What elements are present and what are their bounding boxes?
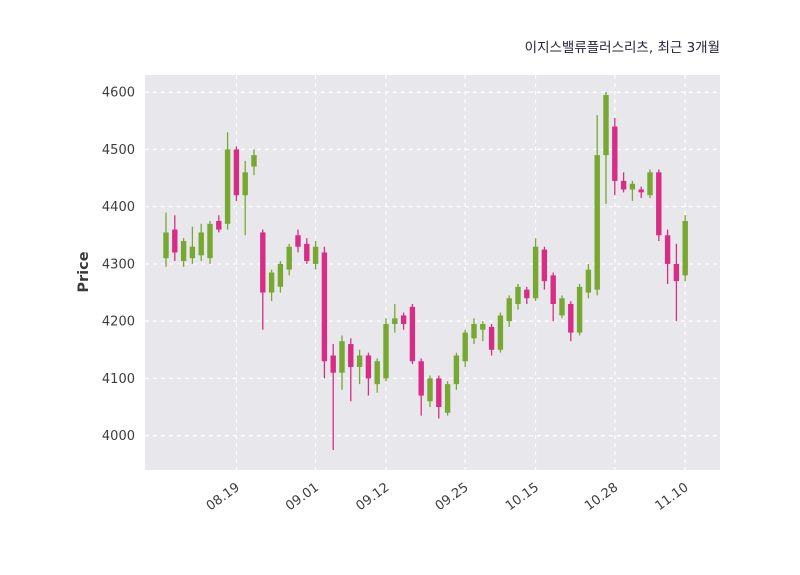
x-tick-label: 11.10 [653, 480, 692, 514]
candle-body-up [471, 324, 477, 339]
candle-body-down [550, 275, 556, 304]
x-tick-label: 09.01 [283, 480, 322, 514]
candle-body-down [409, 306, 416, 362]
candle-body-up [383, 324, 389, 379]
candle-body-up [356, 355, 363, 367]
candle-body-up [277, 263, 284, 287]
candle-body-down [524, 289, 530, 299]
candle-body-up [251, 155, 257, 167]
candle-body-up [480, 324, 486, 330]
candle-body-up [559, 298, 565, 316]
candle-body-down [541, 249, 548, 282]
candle-body-up [594, 155, 600, 290]
candle-body-up [515, 286, 521, 304]
candle-body-up [189, 246, 196, 259]
candle-body-up [453, 355, 460, 385]
y-tick-label: 4600 [102, 86, 135, 101]
plot-area: 4000 4100 4200 4300 4400 4500 4600 08.19 09.01 09… [102, 75, 720, 514]
candle-body-up [497, 315, 504, 350]
candle-body-up [268, 272, 275, 293]
candle-body-up [286, 246, 292, 270]
x-tick-label: 10.15 [503, 480, 542, 514]
x-tick-label: 09.25 [433, 480, 472, 514]
candle-body-up [585, 269, 592, 293]
y-tick-label: 4100 [102, 372, 135, 387]
candle-body-up [163, 232, 169, 259]
candle-body-down [172, 229, 178, 253]
candle-body-up [576, 286, 583, 333]
candle-body-down [348, 344, 354, 367]
candle-body-down [664, 235, 671, 264]
candle-body-up [392, 318, 398, 325]
candle-body-up [224, 149, 231, 224]
candle-body-down [638, 189, 644, 193]
candle-body-up [427, 378, 433, 402]
candle-body-up [198, 232, 204, 256]
candle-body-down [400, 315, 407, 325]
y-tick-label: 4500 [102, 143, 135, 158]
candle-body-up [629, 183, 636, 190]
candle-body-down [260, 232, 266, 293]
candle-body-down [620, 180, 627, 190]
candle-body-down [612, 126, 618, 181]
candle-body-up [312, 246, 319, 264]
candle-body-down [436, 378, 442, 408]
candle-body-down [365, 355, 372, 379]
candle-body-down [568, 303, 574, 333]
candle-body-up [374, 361, 380, 385]
candle-body-up [207, 223, 213, 259]
candle-body-down [295, 235, 301, 247]
y-axis-title: Price [76, 251, 92, 292]
candle-body-down [488, 326, 495, 350]
candle-body-down [656, 172, 662, 236]
candle-body-down [673, 263, 680, 282]
plot-background [145, 75, 720, 470]
candle-body-up [682, 220, 688, 276]
candle-body-up [603, 95, 609, 156]
y-tick-label: 4200 [102, 315, 135, 330]
candle-body-down [330, 355, 336, 373]
candle-body-down [418, 361, 424, 396]
y-tick-label: 4000 [102, 429, 135, 444]
candle-body-up [339, 341, 345, 373]
candle-body-up [444, 384, 451, 413]
y-tick-label: 4400 [102, 200, 135, 215]
candle-body-up [532, 246, 539, 299]
candle-body-down [233, 149, 240, 196]
x-tick-label: 09.12 [353, 480, 392, 514]
chart-title: 이지스밸류플러스리츠, 최근 3개월 [525, 40, 720, 56]
candle-body-up [462, 332, 468, 362]
x-tick-label: 10.28 [582, 480, 621, 514]
y-tick-label: 4300 [102, 257, 135, 272]
x-tick-label: 08.19 [204, 480, 243, 514]
candle-body-down [216, 220, 222, 230]
candle-body-up [180, 241, 187, 262]
candle-body-up [506, 298, 512, 322]
candle-body-down [321, 252, 328, 362]
candle-body-up [647, 172, 653, 196]
candle-body-down [304, 243, 310, 262]
candle-body-up [242, 172, 248, 196]
